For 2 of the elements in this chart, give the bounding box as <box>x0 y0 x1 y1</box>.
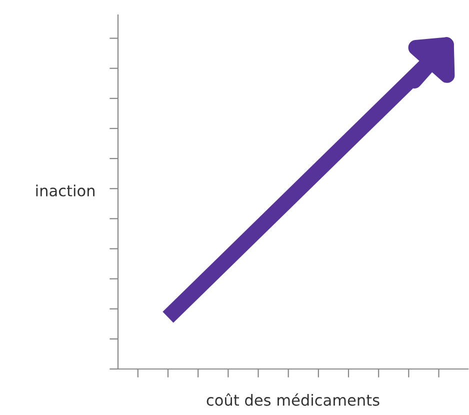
y-axis-title: inaction <box>36 184 94 196</box>
x-axis-title: coût des médicaments <box>206 393 380 406</box>
